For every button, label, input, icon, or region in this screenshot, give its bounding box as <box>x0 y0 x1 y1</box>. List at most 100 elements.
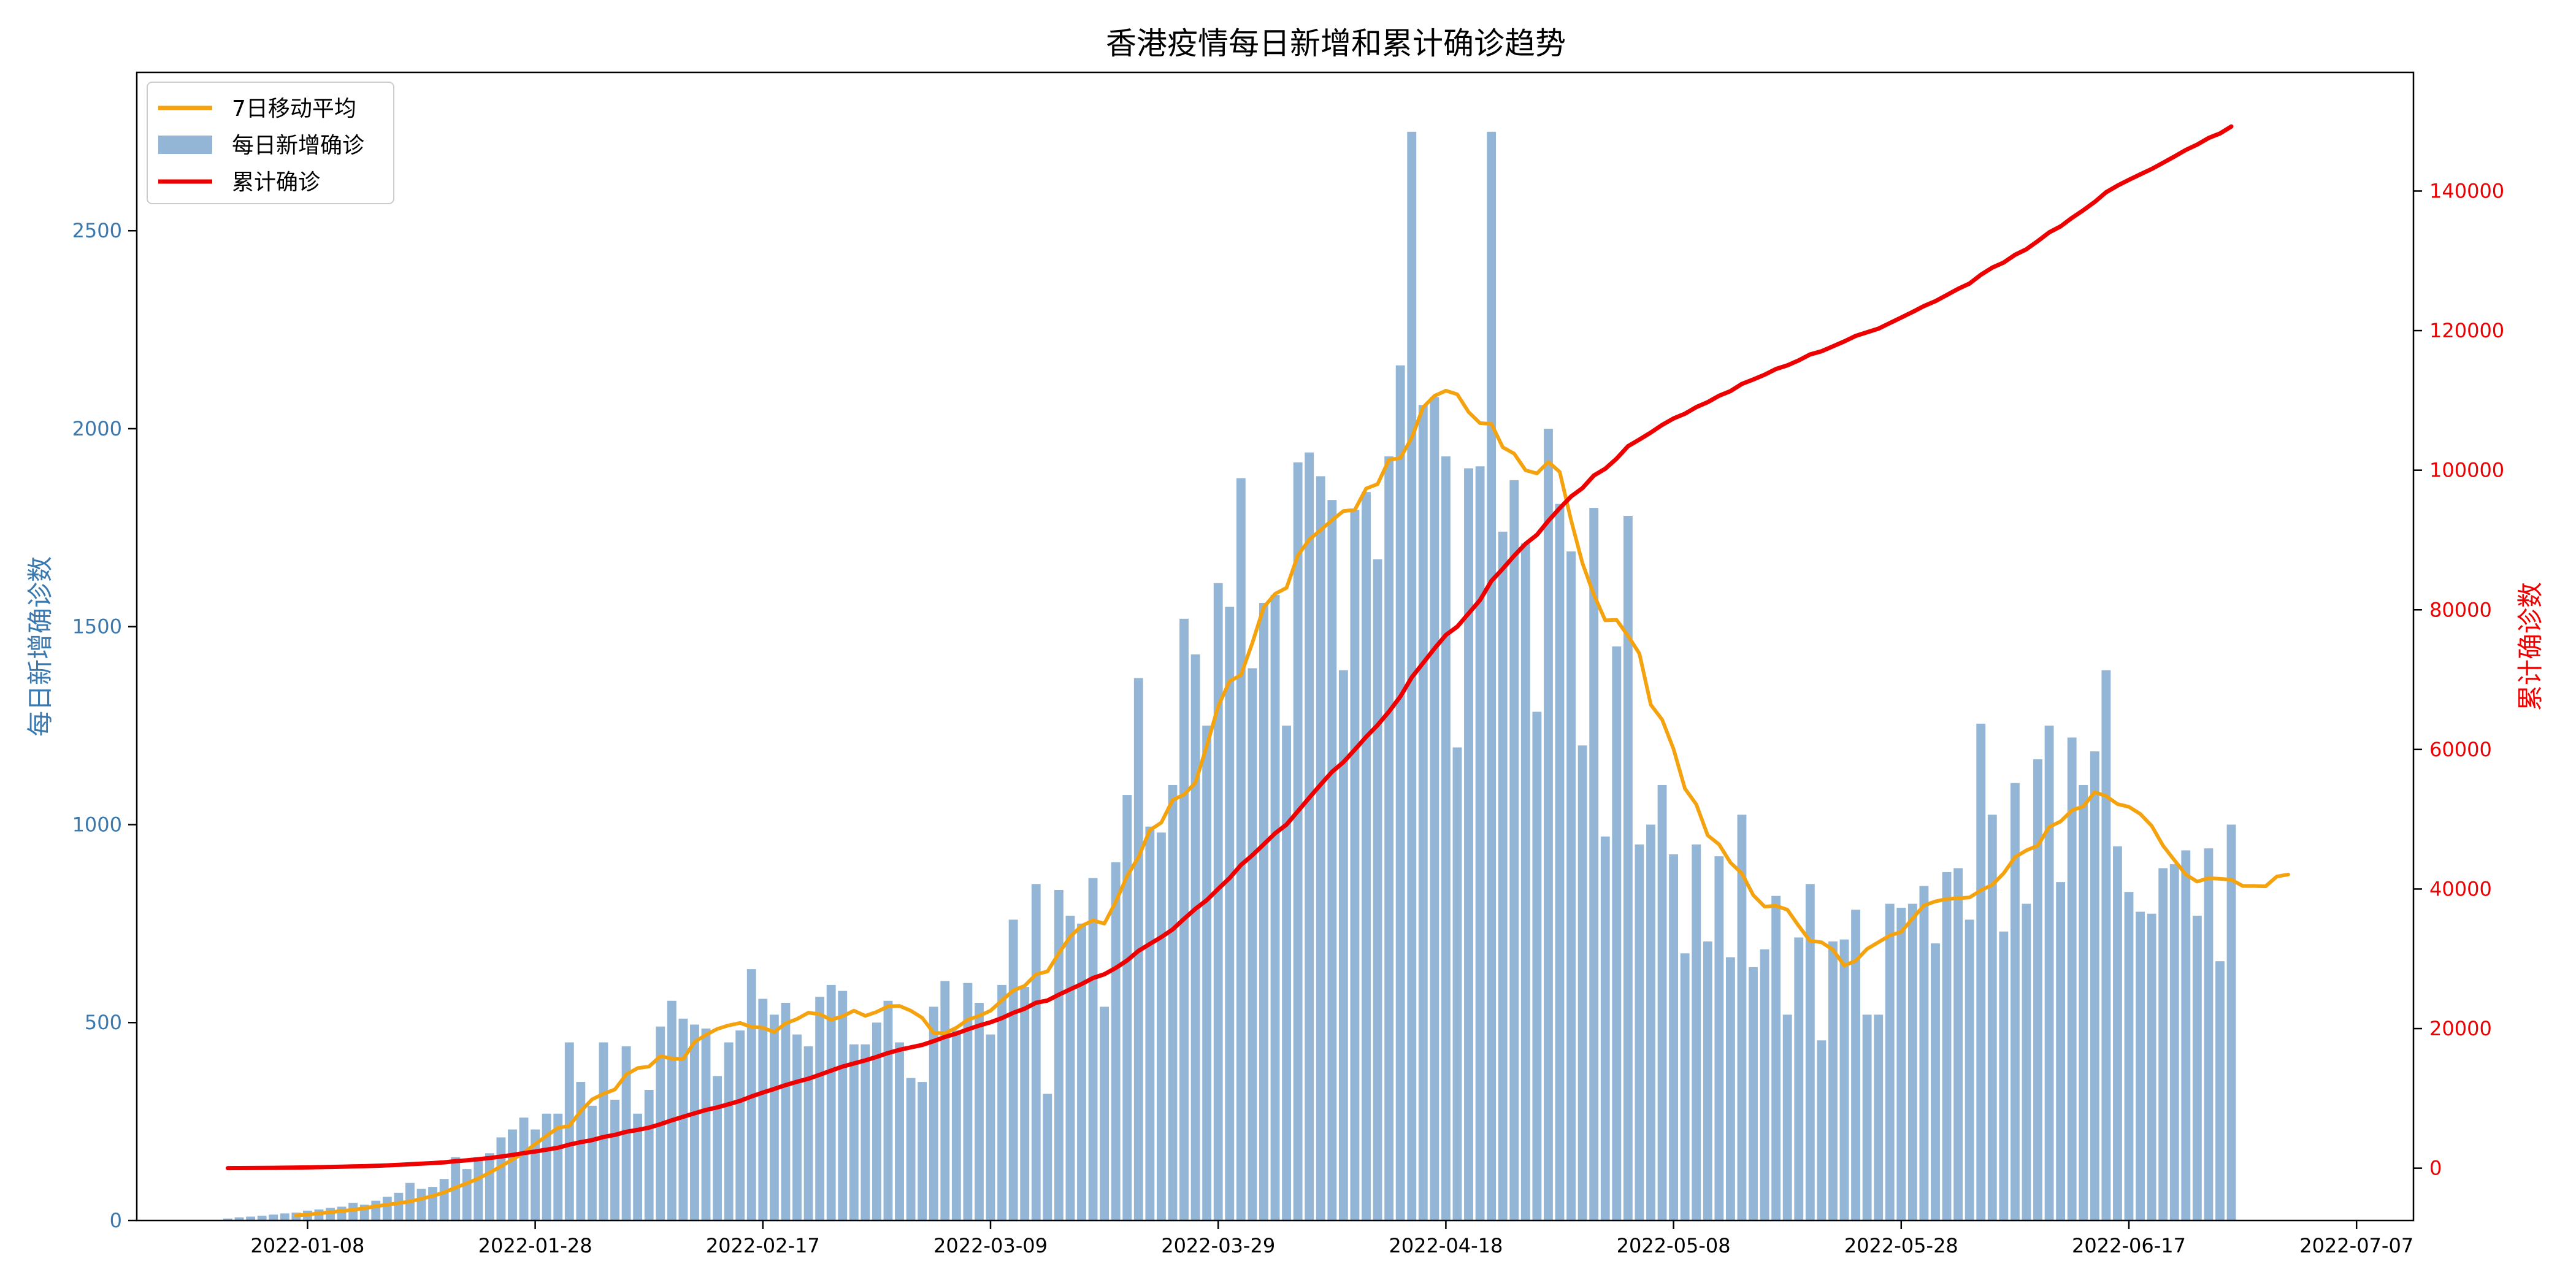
bar <box>269 1214 278 1221</box>
x-axis: 2022-01-08 2022-01-28 2022-02-17 2022-03-09… <box>250 1221 2413 1257</box>
bar <box>1896 908 1906 1221</box>
bar <box>234 1217 244 1221</box>
bar <box>1532 711 1542 1221</box>
bar <box>1338 670 1348 1221</box>
bar <box>1566 551 1576 1221</box>
bar <box>1714 856 1724 1221</box>
bar <box>1305 452 1314 1221</box>
bar <box>473 1157 483 1221</box>
bar <box>576 1082 586 1221</box>
bar <box>906 1078 916 1221</box>
bar <box>1225 607 1235 1221</box>
bar <box>1612 646 1622 1221</box>
x-tick-label: 2022-05-08 <box>1617 1234 1731 1257</box>
bar <box>883 1000 893 1221</box>
bar <box>519 1117 529 1221</box>
bar <box>940 981 950 1221</box>
bar <box>1259 602 1268 1221</box>
bar <box>1907 903 1917 1221</box>
bar <box>1635 844 1644 1221</box>
y-right-tick-label: 80000 <box>2429 598 2492 621</box>
bar <box>1065 915 1075 1221</box>
bar <box>1749 967 1758 1221</box>
x-tick-label: 2022-07-07 <box>2299 1234 2413 1257</box>
bar <box>1919 886 1929 1221</box>
bar <box>1828 941 1838 1221</box>
y-left-tick-label: 500 <box>85 1011 122 1034</box>
bar <box>1577 745 1587 1221</box>
bar <box>2204 848 2214 1221</box>
bar <box>986 1034 995 1221</box>
legend-label: 累计确诊 <box>232 170 320 195</box>
bar <box>1737 815 1747 1221</box>
bar <box>929 1006 938 1221</box>
y-axis-right: 0 20000 40000 60000 80000 100000 120000 140000 <box>2413 179 2504 1180</box>
bar <box>1965 919 1974 1221</box>
bar <box>2124 892 2134 1221</box>
bar <box>1031 884 1041 1221</box>
bar <box>246 1216 256 1221</box>
bar <box>1987 815 1997 1221</box>
bar <box>1874 1014 1884 1221</box>
bar <box>2010 783 2020 1221</box>
bar <box>758 999 768 1221</box>
bar <box>815 997 825 1221</box>
bar <box>439 1179 449 1221</box>
bar <box>975 1002 984 1221</box>
bar <box>1782 1014 1792 1221</box>
bar <box>1213 583 1223 1221</box>
bar <box>1862 1014 1872 1221</box>
bar <box>394 1192 404 1221</box>
bar <box>2113 846 2122 1221</box>
bar <box>769 1014 779 1221</box>
bar <box>2215 961 2225 1221</box>
bar <box>2226 824 2236 1221</box>
bar <box>1805 884 1815 1221</box>
bar <box>1270 595 1280 1221</box>
bar <box>2101 670 2111 1221</box>
bar <box>1248 668 1257 1221</box>
chart-title: 香港疫情每日新增和累计确诊趋势 <box>1106 26 1566 61</box>
bar <box>951 1030 961 1221</box>
line-series <box>225 124 2290 1217</box>
bar <box>1680 953 1690 1221</box>
bar <box>1931 943 1940 1221</box>
bar <box>1202 726 1212 1221</box>
bar <box>1817 1040 1827 1221</box>
bar <box>1703 941 1712 1221</box>
bar <box>223 1218 232 1221</box>
bar <box>371 1200 381 1221</box>
y-left-tick-label: 1500 <box>72 615 122 638</box>
bar <box>872 1022 881 1221</box>
x-tick-label: 2022-01-08 <box>250 1234 364 1257</box>
bar <box>1327 500 1337 1221</box>
bar <box>644 1089 654 1221</box>
bar <box>1168 784 1178 1221</box>
x-tick-label: 2022-02-17 <box>706 1234 820 1257</box>
bar <box>1088 878 1098 1221</box>
bar <box>1077 923 1086 1221</box>
bar <box>724 1042 734 1221</box>
bar <box>485 1153 494 1221</box>
bar <box>2169 864 2179 1221</box>
bar <box>2192 915 2202 1221</box>
x-tick-label: 2022-06-17 <box>2072 1234 2186 1257</box>
legend-frame <box>147 82 394 204</box>
bar <box>1999 931 2009 1221</box>
bar <box>1008 919 1018 1221</box>
bar <box>1020 987 1030 1221</box>
bar <box>1190 654 1200 1221</box>
legend-swatch <box>158 136 212 154</box>
bar <box>1942 872 1952 1221</box>
bar <box>2044 726 2054 1221</box>
y-right-tick-label: 120000 <box>2429 319 2504 342</box>
bar <box>713 1076 722 1221</box>
bar <box>997 984 1006 1221</box>
bar <box>1794 937 1804 1221</box>
bar <box>1384 456 1394 1221</box>
bar <box>428 1187 437 1221</box>
bar <box>2079 784 2088 1221</box>
bar <box>1293 462 1303 1221</box>
bar <box>861 1044 870 1221</box>
bar <box>1669 854 1679 1221</box>
